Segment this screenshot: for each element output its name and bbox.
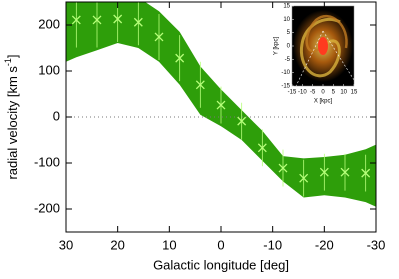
y-tick-label: -200 [34, 200, 60, 215]
inset-y-tick-label: 0 [287, 44, 291, 50]
data-point [216, 100, 226, 110]
spiral-arm [299, 17, 341, 78]
inset-y-tick-label: 15 [283, 4, 290, 10]
data-point [237, 116, 247, 126]
data-point [71, 15, 81, 25]
x-axis-label: Galactic longitude [deg] [153, 257, 289, 272]
inset-x-tick-label: 10 [340, 90, 347, 96]
data-point [319, 167, 329, 177]
data-point [113, 14, 123, 24]
y-axis-label-main: radial velocity [km s [5, 66, 20, 180]
spiral-arm [305, 14, 348, 53]
data-point [92, 15, 102, 25]
inset-y-tick-label: -10 [281, 70, 290, 76]
data-point [361, 168, 371, 178]
galaxy-bar [318, 37, 328, 55]
inset-y-tick-label: -15 [281, 84, 290, 90]
y-axis-label-end: ] [5, 54, 20, 58]
inset-x-tick-label: -5 [310, 90, 316, 96]
sightline [295, 30, 355, 87]
x-tick-label: 10 [162, 237, 176, 252]
y-axis-label-sup: -1 [3, 58, 13, 66]
y-axis-label: radial velocity [km s-1] [3, 54, 20, 179]
y-tick-label: 100 [38, 62, 60, 77]
inset-x-tick-label: 0 [321, 90, 325, 96]
data-point [175, 53, 185, 63]
inset-y-tick-label: -5 [285, 57, 291, 63]
y-tick-label: 0 [53, 108, 60, 123]
data-point [257, 143, 267, 153]
x-tick-label: 30 [59, 237, 73, 252]
x-tick-label: 0 [217, 237, 224, 252]
inset-x-tick-label: -10 [298, 90, 307, 96]
x-tick-label: 20 [110, 237, 124, 252]
data-point [278, 163, 288, 173]
y-tick-label: -100 [34, 154, 60, 169]
inset-x-tick-label: 5 [332, 90, 336, 96]
inset-x-tick-label: 15 [351, 90, 358, 96]
y-tick-label: 200 [38, 16, 60, 31]
inset-x-label: X [kpc] [314, 99, 333, 105]
data-point [340, 167, 350, 177]
x-tick-label: -20 [315, 237, 334, 252]
x-tick-label: -10 [263, 237, 282, 252]
data-point [154, 32, 164, 42]
inset-y-tick-label: 5 [287, 30, 291, 36]
inset: Y [kpc] X [kpc] -15 -10 -5 0 5 10 15-15-10-505… [274, 4, 358, 105]
data-point [133, 17, 143, 27]
inset-y-tick-label: 10 [283, 17, 290, 23]
plot-area [66, 2, 376, 207]
data-point [195, 80, 205, 90]
x-tick-label: -30 [367, 237, 386, 252]
inset-x-tick-label: -15 [288, 90, 297, 96]
data-point [299, 173, 309, 183]
inset-y-label: Y [kpc] [274, 37, 280, 56]
